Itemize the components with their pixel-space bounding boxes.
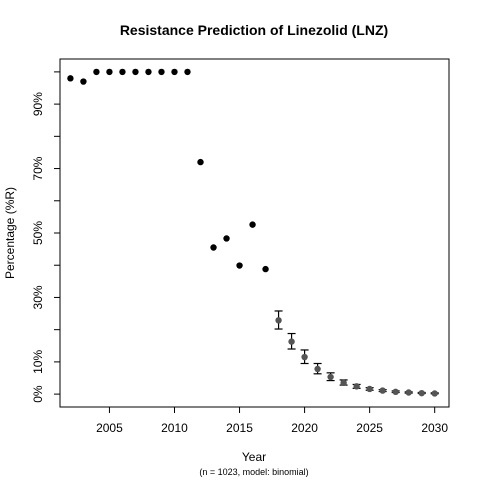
confidence-intervals <box>274 310 439 395</box>
predicted-point <box>275 317 282 324</box>
predicted-point <box>392 388 399 396</box>
observed-point <box>184 68 191 76</box>
y-tick-label: 70% <box>31 156 45 180</box>
y-tick-label: 30% <box>31 285 45 309</box>
chart-caption: (n = 1023, model: binomial) <box>199 467 308 477</box>
x-tick-label: 2030 <box>421 421 448 435</box>
observed-point <box>93 68 100 76</box>
observed-point <box>158 68 165 76</box>
x-tick-label: 2005 <box>96 421 123 435</box>
observed-point <box>210 244 217 251</box>
observed-point <box>80 78 87 85</box>
x-axis-label: Year <box>242 450 266 464</box>
predicted-point <box>353 383 360 390</box>
observed-point <box>249 221 256 228</box>
predicted-point <box>288 338 295 345</box>
chart-title: Resistance Prediction of Linezolid (LNZ) <box>120 22 388 38</box>
x-tick-label: 2020 <box>291 421 318 435</box>
observed-point <box>197 158 204 166</box>
observed-point <box>106 68 113 76</box>
observed-point <box>132 68 139 76</box>
y-tick-label: 50% <box>31 221 45 245</box>
predicted-point <box>301 353 308 361</box>
data-points <box>67 68 438 397</box>
y-tick-label: 10% <box>31 350 45 374</box>
x-tick-label: 2010 <box>161 421 188 435</box>
predicted-point <box>314 365 321 373</box>
predicted-point <box>340 379 347 387</box>
y-tick-label: 0% <box>31 385 45 403</box>
y-tick-label: 90% <box>31 92 45 116</box>
observed-point <box>236 262 243 269</box>
x-tick-label: 2015 <box>226 421 253 435</box>
predicted-point <box>431 390 438 397</box>
y-axis-label: Percentage (%R) <box>3 187 17 279</box>
observed-point <box>171 68 178 76</box>
y-axis: 0% 10% 30% 50% 70% 90% <box>31 71 60 403</box>
plot-frame <box>59 58 450 408</box>
predicted-point <box>405 389 412 396</box>
predicted-point <box>327 373 334 381</box>
observed-point <box>145 68 152 76</box>
observed-point <box>67 75 74 82</box>
predicted-point <box>418 389 425 397</box>
observed-point <box>262 265 269 273</box>
predicted-point <box>379 387 386 394</box>
x-tick-label: 2025 <box>356 421 383 435</box>
x-axis: 2005 2010 2015 2020 2025 2030 <box>96 407 448 435</box>
predicted-point <box>366 385 373 393</box>
observed-point <box>119 68 126 76</box>
observed-point <box>223 235 230 242</box>
